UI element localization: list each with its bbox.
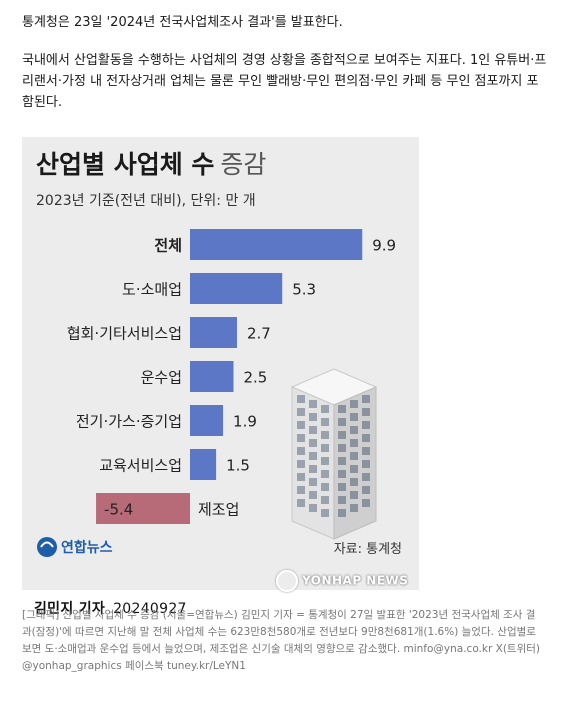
building-window xyxy=(362,434,370,442)
category-label-1: 도·소매업 xyxy=(122,281,182,299)
building-window xyxy=(350,465,358,473)
intro-paragraph-2: 국내에서 산업활동을 수행하는 사업체의 경영 상황을 종합적으로 보여주는 지… xyxy=(22,53,547,110)
building-window xyxy=(338,418,346,426)
building-window xyxy=(309,400,317,408)
building-window xyxy=(350,504,358,512)
building-window xyxy=(338,444,346,452)
credit-date: 20240927 xyxy=(113,601,187,617)
chart-title-bold: 산업별 사업체 수 xyxy=(36,150,214,179)
yonhap-watermark: YONHAP NEWS xyxy=(276,570,408,592)
building-window xyxy=(297,408,305,416)
building-window xyxy=(297,395,305,403)
reporter-name: 김민지 기자 xyxy=(34,601,106,617)
building-window xyxy=(350,491,358,499)
building-window xyxy=(362,499,370,507)
building-window xyxy=(309,465,317,473)
building-window xyxy=(338,431,346,439)
building-window xyxy=(297,499,305,507)
bars-group: 전체 9.9 도·소매업 5.3 협회·기타서비스업 2.7 운수업 2.5 전기·가스·증기업… xyxy=(67,229,396,524)
yonhap-logo: 연합뉴스 xyxy=(37,537,113,557)
bar-5 xyxy=(190,449,217,480)
building-window xyxy=(362,486,370,494)
building-window xyxy=(297,447,305,455)
building-window xyxy=(321,470,329,478)
value-label-4: 1.9 xyxy=(233,413,257,431)
building-window xyxy=(297,473,305,481)
building-window xyxy=(362,460,370,468)
infographic-panel: 산업별 사업체 수 증감 2023년 기준(전년 대비), 단위: 만 개 전체 9… xyxy=(22,137,419,591)
watermark-text: YONHAP NEWS xyxy=(302,573,409,588)
building-window xyxy=(309,452,317,460)
building-window xyxy=(321,483,329,491)
category-label-4: 전기·가스·증기업 xyxy=(76,413,182,431)
yonhap-logo-text: 연합뉴스 xyxy=(61,539,113,556)
building-window xyxy=(321,431,329,439)
building-window xyxy=(309,478,317,486)
category-label-0: 전체 xyxy=(154,237,182,255)
building-window xyxy=(350,426,358,434)
building-window xyxy=(297,421,305,429)
building-window xyxy=(297,460,305,468)
building-window xyxy=(321,509,329,517)
bar-chart: 산업별 사업체 수 증감 2023년 기준(전년 대비), 단위: 만 개 전체 9… xyxy=(36,150,402,557)
source-label: 자료: 통계청 xyxy=(334,542,402,557)
bar-4 xyxy=(190,405,224,436)
figure-caption: [그래픽] 산업별 사업체 수 증감 (서울=연합뉴스) 김민지 기자 = 통계… xyxy=(22,609,541,672)
building-window xyxy=(338,470,346,478)
building-window xyxy=(350,478,358,486)
building-window xyxy=(350,400,358,408)
building-window xyxy=(350,452,358,460)
bar-1 xyxy=(190,273,283,304)
building-illustration xyxy=(290,368,378,540)
building-window xyxy=(309,426,317,434)
building-window xyxy=(309,439,317,447)
chart-title-light: 증감 xyxy=(220,150,266,179)
watermark-icon xyxy=(276,570,298,592)
building-window xyxy=(338,496,346,504)
building-window xyxy=(362,473,370,481)
category-label-5: 교육서비스업 xyxy=(99,457,182,475)
building-window xyxy=(362,447,370,455)
building-window xyxy=(338,457,346,465)
bar-6 xyxy=(96,493,190,524)
value-label-2: 2.7 xyxy=(247,325,271,343)
building-window xyxy=(297,486,305,494)
value-label-1: 5.3 xyxy=(292,281,316,299)
building-window xyxy=(309,504,317,512)
building-window xyxy=(362,395,370,403)
value-label-5: 1.5 xyxy=(226,457,250,475)
building-window xyxy=(309,491,317,499)
value-label-6: -5.4 xyxy=(104,501,133,519)
chart-subtitle: 2023년 기준(전년 대비), 단위: 만 개 xyxy=(36,193,256,209)
category-label-2: 협회·기타서비스업 xyxy=(67,325,182,343)
credit-bar: 김민지 기자 20240927 xyxy=(22,590,419,620)
building-window xyxy=(338,405,346,413)
building-window xyxy=(362,408,370,416)
building-window xyxy=(321,405,329,413)
category-label-6: 제조업 xyxy=(198,501,239,519)
building-window xyxy=(321,457,329,465)
building-window xyxy=(350,439,358,447)
building-window xyxy=(350,413,358,421)
building-window xyxy=(309,413,317,421)
building-window xyxy=(338,483,346,491)
category-label-3: 운수업 xyxy=(141,369,182,387)
chart-title: 산업별 사업체 수 증감 xyxy=(36,150,266,179)
building-window xyxy=(321,444,329,452)
building-window xyxy=(297,434,305,442)
yonhap-logo-icon xyxy=(37,537,57,557)
bar-3 xyxy=(190,361,234,392)
bar-0 xyxy=(190,229,363,260)
building-window xyxy=(321,418,329,426)
building-window xyxy=(321,496,329,504)
value-label-0: 9.9 xyxy=(372,237,396,255)
building-window xyxy=(362,421,370,429)
bar-2 xyxy=(190,317,237,348)
building-window xyxy=(338,509,346,517)
intro-paragraph-1: 통계청은 23일 '2024년 전국사업체조사 결과'를 발표한다. xyxy=(22,15,343,30)
value-label-3: 2.5 xyxy=(244,369,268,387)
reporter-credit: 김민지 기자 20240927 xyxy=(34,598,187,618)
